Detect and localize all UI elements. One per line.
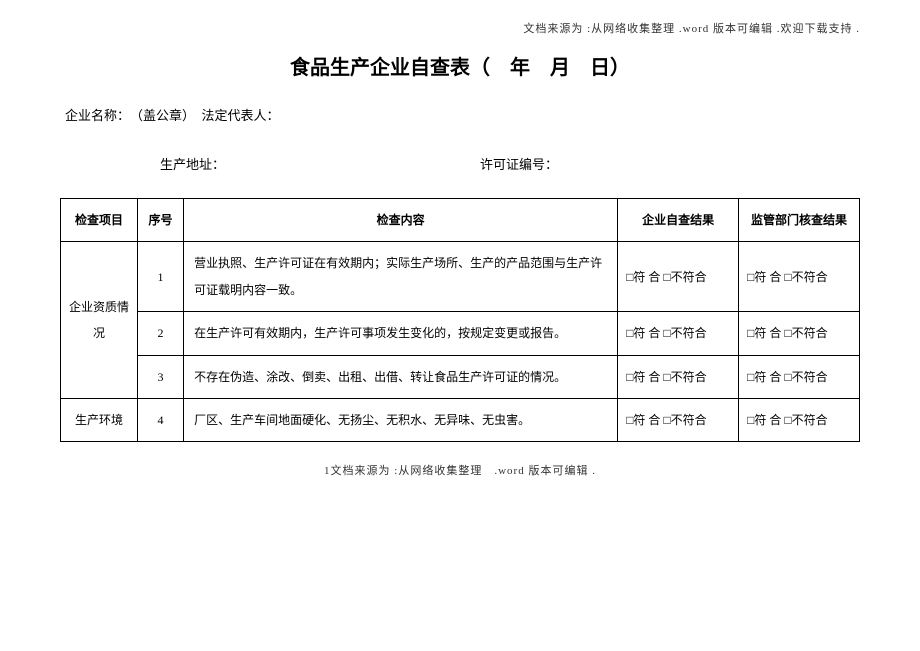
footer-source-note: 1文档来源为 :从网络收集整理 .word 版本可编辑 . <box>60 462 860 478</box>
seq-cell: 3 <box>137 355 183 398</box>
table-row: 2 在生产许可有效期内，生产许可事项发生变化的，按规定变更或报告。 □符 合 □… <box>61 312 860 355</box>
table-row: 生产环境 4 厂区、生产车间地面硬化、无扬尘、无积水、无异味、无虫害。 □符 合… <box>61 398 860 441</box>
result2-cell: □符 合 □不符合 <box>739 242 860 312</box>
header-result1: 企业自查结果 <box>618 199 739 242</box>
header-content: 检查内容 <box>184 199 618 242</box>
seq-cell: 4 <box>137 398 183 441</box>
table-row: 3 不存在伪造、涂改、倒卖、出租、出借、转让食品生产许可证的情况。 □符 合 □… <box>61 355 860 398</box>
result1-cell: □符 合 □不符合 <box>618 242 739 312</box>
category-cell: 生产环境 <box>61 398 138 441</box>
address-permit-line: 生产地址： 许可证编号： <box>160 154 860 173</box>
inspection-table: 检查项目 序号 检查内容 企业自查结果 监管部门核查结果 企业资质情况 1 营业… <box>60 198 860 442</box>
result2-cell: □符 合 □不符合 <box>739 398 860 441</box>
content-cell: 营业执照、生产许可证在有效期内；实际生产场所、生产的产品范围与生产许可证载明内容… <box>184 242 618 312</box>
result2-cell: □符 合 □不符合 <box>739 312 860 355</box>
result2-cell: □符 合 □不符合 <box>739 355 860 398</box>
category-cell: 企业资质情况 <box>61 242 138 399</box>
company-info-line: 企业名称： （盖公章） 法定代表人： <box>65 105 860 124</box>
seq-cell: 1 <box>137 242 183 312</box>
address-label: 生产地址： <box>160 154 480 173</box>
page-title: 食品生产企业自查表（ 年 月 日） <box>60 51 860 80</box>
table-row: 企业资质情况 1 营业执照、生产许可证在有效期内；实际生产场所、生产的产品范围与… <box>61 242 860 312</box>
permit-label: 许可证编号： <box>480 154 558 173</box>
header-seq: 序号 <box>137 199 183 242</box>
content-cell: 在生产许可有效期内，生产许可事项发生变化的，按规定变更或报告。 <box>184 312 618 355</box>
table-header-row: 检查项目 序号 检查内容 企业自查结果 监管部门核查结果 <box>61 199 860 242</box>
content-cell: 厂区、生产车间地面硬化、无扬尘、无积水、无异味、无虫害。 <box>184 398 618 441</box>
header-category: 检查项目 <box>61 199 138 242</box>
result1-cell: □符 合 □不符合 <box>618 398 739 441</box>
header-result2: 监管部门核查结果 <box>739 199 860 242</box>
header-source-note: 文档来源为 :从网络收集整理 .word 版本可编辑 .欢迎下载支持 . <box>60 20 860 36</box>
content-cell: 不存在伪造、涂改、倒卖、出租、出借、转让食品生产许可证的情况。 <box>184 355 618 398</box>
result1-cell: □符 合 □不符合 <box>618 355 739 398</box>
seq-cell: 2 <box>137 312 183 355</box>
result1-cell: □符 合 □不符合 <box>618 312 739 355</box>
